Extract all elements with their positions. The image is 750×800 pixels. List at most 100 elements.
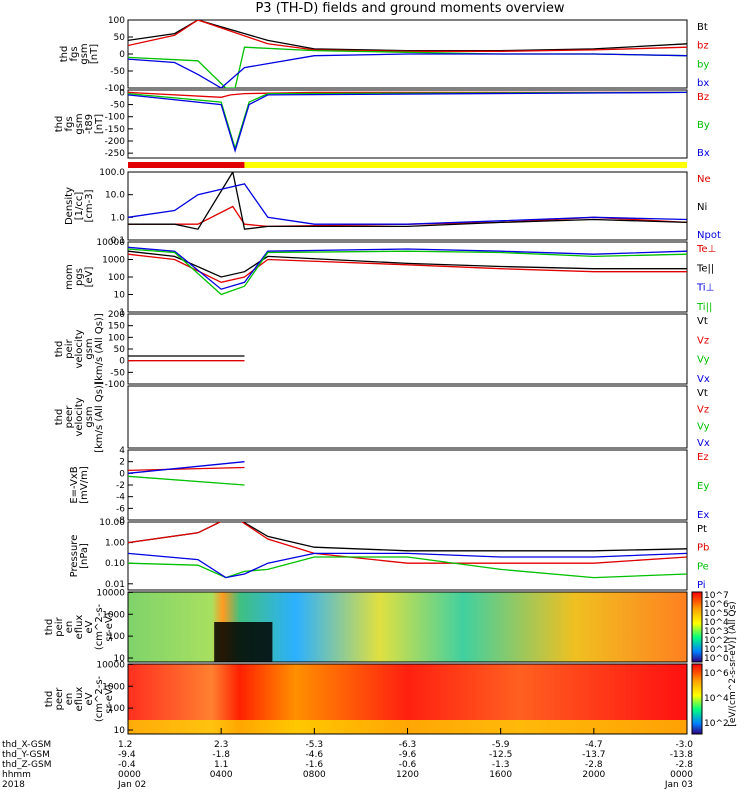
ephemeris-value: -12.5 [489,750,512,760]
series-temp-Ti|| [128,248,687,296]
legend-fgs_d-item: By [697,120,710,131]
series-fgs-Bt [128,20,687,52]
colorbar-upper-tick: 10^1 [704,645,729,655]
colorbar-upper-tick: 10^7 [704,591,729,601]
ephemeris-value: -1.3 [492,760,510,770]
y-axis-label-line: gsm [84,338,95,359]
y-axis-label: thd peer en eflux eV (cm^2-s-sr-eV) [44,675,115,722]
colorbar-upper-tick: 10^3 [704,627,729,637]
colorbar-upper [691,591,703,663]
y-tick-label: 100.0 [99,168,125,178]
ephemeris-value: -13.8 [670,750,694,760]
y-axis-label-line: [nT] [89,44,100,64]
y-tick-label: -50 [110,368,125,378]
legend-temp-item: Te|| [696,263,714,274]
y-tick-label: 1000 [102,256,125,266]
y-tick-label: 0 [119,50,125,60]
y-axis-label-line: [nT] [94,114,105,134]
y-tick-label: 0 [119,357,125,367]
y-tick-label: -250 [105,149,126,159]
series-density-Ni [128,172,687,230]
legend-fgs-item: by [697,59,709,70]
y-tick-label: 10 [114,654,126,664]
series-pressure-Pe [128,556,687,579]
y-tick-label: 10000 [96,238,125,248]
y-axis-label-line: velocity [74,329,85,368]
ephemeris-value: 0800 [303,770,326,780]
y-tick-label: 10000 [96,660,125,670]
colorbar-lower-tick: 10^4 [704,694,729,704]
legend-pressure-item: Pe [697,561,709,572]
series-density-Ne [128,205,687,228]
y-axis-label-line: eV [84,620,95,633]
y-axis-label-line: mom [64,264,75,290]
ephemeris-value: -3.0 [675,740,693,750]
y-tick-label: 100 [108,704,125,714]
y-tick-label: -50 [110,67,125,77]
legend-temp-item: Te⊥ [696,244,716,255]
y-axis-label-line: [mV/m] [79,466,90,504]
ephemeris-value: -9.6 [399,750,417,760]
series-group-pressure [128,522,687,579]
y-axis-label-line: fgs [64,116,75,131]
panel-fgs: 100 50 0 -50 -100 thd fgs gsm [nT] Bt bz by bx [59,16,709,94]
ephemeris-value: 0400 [210,770,233,780]
y-tick-label: -6 [116,504,125,514]
series-group-fgs_d [128,91,687,153]
y-tick-label: -150 [105,125,126,135]
y-axis-label-line: eV [84,692,95,705]
panel-peer_spec: 10000 1000 100 10 thd peer en eflux eV (cm^2-s-sr… [44,660,688,736]
panel-temp: 10000 1000 100 10 1 mom pgs [eV] Te⊥ Te|| Ti⊥ Ti|| [64,238,716,318]
series-fgs_d-By [128,91,687,151]
panel-peir_spec: 10000 1000 100 10 thd peir en eflux eV (cm^2-s-sr… [44,588,688,664]
series-fgs-bz [128,20,687,52]
ephemeris-value: -0.4 [118,760,136,770]
y-axis-label-line: Pressure [69,535,80,578]
y-axis-label-line: [cm-3] [84,189,95,222]
ephemeris-value: -5.3 [306,740,324,750]
series-group-efield [128,461,245,486]
colorbar-lower [691,663,703,735]
y-axis-label-line: en [64,693,75,706]
legend-peer-item: Vx [697,438,710,449]
panel-frame [127,89,688,159]
ephemeris-value: 1.1 [214,760,228,770]
y-axis-label: thd peir velocity gsm [km/s (All Qs)] [54,313,105,385]
legend-fgs_d-item: Bz [697,92,709,103]
panel-efield: 4 20 -2 -4-6 -8 E=-VxB [mV/m] Ez Ey Ex [69,446,709,526]
y-axis-label-line: thd [54,341,65,358]
y-axis-label-line: gsm [74,113,85,134]
y-axis-label-line: E=-VxB [69,466,80,503]
series-group-fgs [128,20,687,88]
y-tick-label: 100 [108,333,125,343]
plot-title: P3 (TH-D) fields and ground moments over… [255,1,564,16]
ephemeris-value: -1.6 [306,760,324,770]
ephemeris-value: 0000 [118,770,141,780]
ephemeris-value: 1.2 [118,740,132,750]
y-tick-label: 0.10 [105,559,125,569]
legend-peer-item: Vt [697,388,708,399]
y-axis-label-line: sr-eV) [104,684,115,713]
y-tick-label: 50 [114,345,126,355]
y-axis-label-line: thd [54,116,65,133]
y-axis-label-line: thd [44,619,55,636]
panel-frame [127,449,688,521]
legend-fgs-item: bx [697,78,709,89]
y-tick-label: 10000 [96,588,125,598]
status-bar-yellow [244,162,688,168]
y-tick-label: -100 [105,380,126,390]
ephemeris-value: -9.4 [118,750,136,760]
y-tick-label: 0 [119,88,125,98]
y-axis-label-line: peer [64,405,75,429]
y-axis-label-line: Density [64,187,75,225]
series-fgs_d-Bz [128,91,687,98]
y-tick-label: -8 [116,516,125,526]
y-axis-label: mom pgs [eV] [64,264,95,290]
ephemeris-value: -0.6 [399,760,417,770]
panel-frame [127,385,688,449]
y-tick-label: 100 [108,16,125,26]
y-tick-label: -50 [110,101,125,111]
y-axis-label-line: velocity [74,397,85,436]
